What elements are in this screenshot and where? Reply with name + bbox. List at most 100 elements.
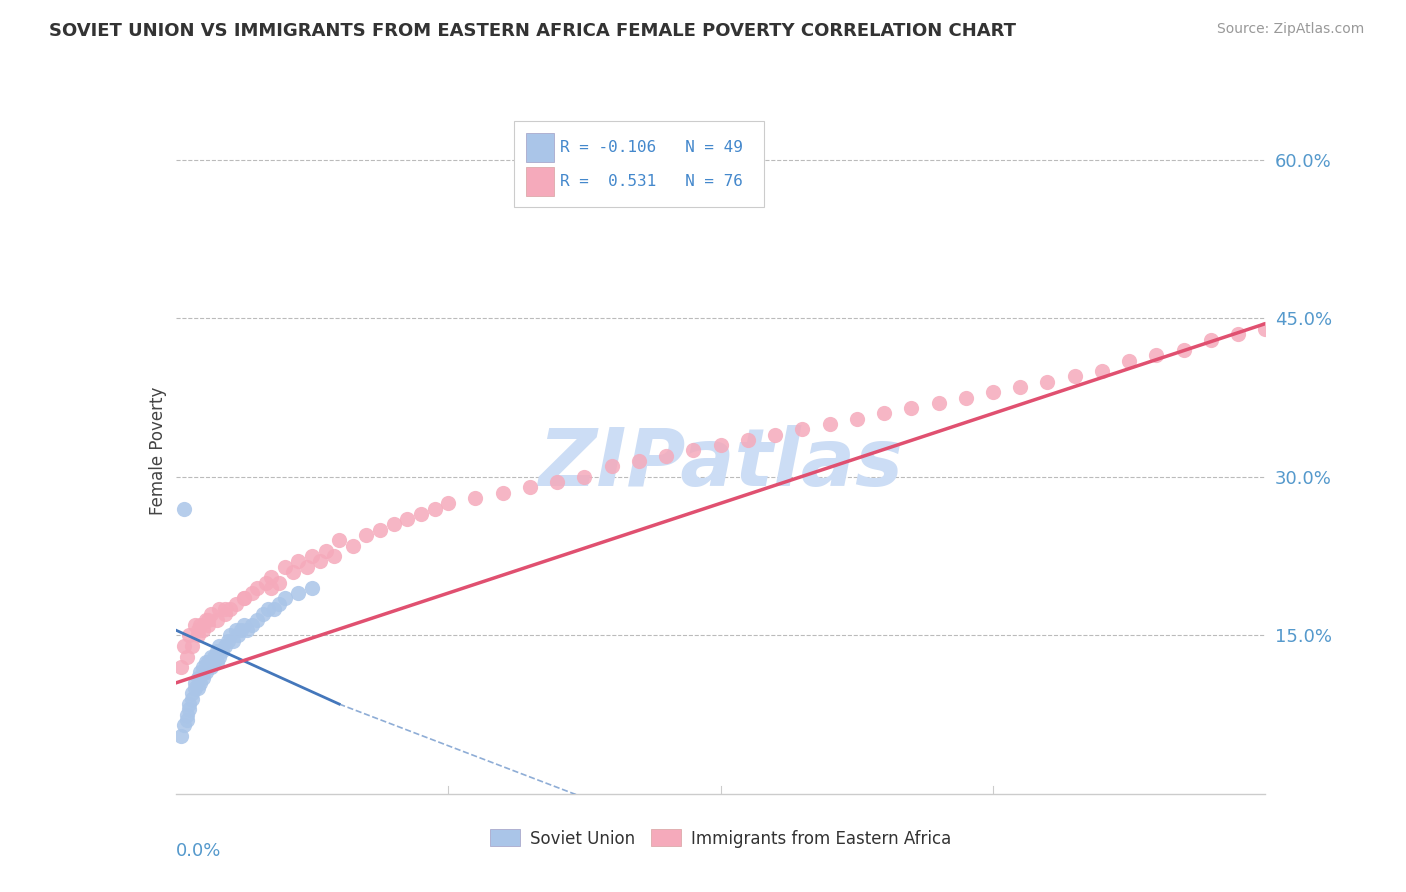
Point [928,396,950,410]
Point [368,523,391,537]
Point [181,686,204,700]
Point [269,597,291,611]
Point [322,549,344,563]
Point [1227,327,1250,342]
Point [682,443,704,458]
Point [257,602,280,616]
Point [955,391,977,405]
Point [197,617,219,632]
Point [173,639,195,653]
Point [194,613,217,627]
FancyBboxPatch shape [513,120,765,207]
Point [179,702,201,716]
Point [181,639,204,653]
Y-axis label: Female Poverty: Female Poverty [149,386,167,515]
Point [301,549,323,563]
Point [1254,322,1277,336]
Point [655,449,678,463]
Point [225,597,247,611]
Point [342,539,364,553]
Point [1118,353,1140,368]
Point [246,613,269,627]
Text: R = -0.106   N = 49: R = -0.106 N = 49 [561,140,744,155]
Legend: Soviet Union, Immigrants from Eastern Africa: Soviet Union, Immigrants from Eastern Af… [482,822,959,855]
Point [176,649,198,664]
Point [301,581,323,595]
Point [232,591,254,606]
Point [235,623,257,637]
Point [200,649,222,664]
Point [1091,364,1114,378]
Point [208,602,231,616]
Point [845,411,868,425]
Point [186,623,209,637]
Point [170,660,193,674]
Point [188,676,211,690]
Point [191,623,214,637]
Point [396,512,419,526]
Point [1036,375,1059,389]
Point [200,607,222,622]
Point [211,644,233,658]
Text: Source: ZipAtlas.com: Source: ZipAtlas.com [1216,22,1364,37]
Point [179,697,201,711]
Text: 0.0%: 0.0% [176,842,221,860]
Point [246,581,269,595]
Point [1199,333,1222,347]
Point [219,628,242,642]
Point [231,623,253,637]
Point [208,639,231,653]
Point [173,501,195,516]
Point [437,496,460,510]
Point [200,660,222,674]
Point [274,559,297,574]
Point [492,485,515,500]
Point [263,602,285,616]
Point [202,649,225,664]
Point [309,554,332,568]
Text: R =  0.531   N = 76: R = 0.531 N = 76 [561,175,744,189]
Point [184,676,207,690]
Point [191,660,214,674]
Text: ZIPatlas: ZIPatlas [538,425,903,503]
Point [191,665,214,680]
Point [792,422,814,436]
FancyBboxPatch shape [526,168,554,196]
Point [205,655,228,669]
Point [1173,343,1195,357]
Point [197,660,219,674]
Point [546,475,568,490]
Point [287,554,309,568]
Point [464,491,486,505]
Point [240,617,263,632]
Point [205,613,228,627]
Point [232,617,254,632]
Point [328,533,350,548]
Point [737,433,759,447]
Point [184,617,207,632]
Point [214,607,236,622]
Point [981,385,1004,400]
Point [197,613,219,627]
Point [240,586,263,600]
Point [202,655,225,669]
Point [186,681,209,696]
Point [710,438,733,452]
Point [274,591,297,606]
Point [188,665,211,680]
Point [574,470,596,484]
Point [423,501,446,516]
Point [205,644,228,658]
Point [519,480,541,494]
Point [214,602,236,616]
Point [194,655,217,669]
Point [225,623,247,637]
Point [228,628,250,642]
Point [176,707,198,722]
Point [176,713,198,727]
Point [184,681,207,696]
Point [232,591,254,606]
Point [763,427,786,442]
Point [260,570,283,584]
Text: SOVIET UNION VS IMMIGRANTS FROM EASTERN AFRICA FEMALE POVERTY CORRELATION CHART: SOVIET UNION VS IMMIGRANTS FROM EASTERN … [49,22,1017,40]
